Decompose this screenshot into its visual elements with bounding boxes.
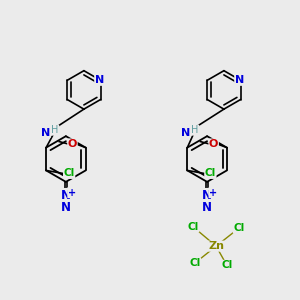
Text: Cl: Cl	[188, 222, 199, 232]
Text: N: N	[235, 75, 244, 85]
Text: N: N	[202, 189, 212, 202]
Text: H: H	[191, 125, 199, 135]
Text: Cl: Cl	[189, 258, 201, 268]
Text: H: H	[51, 125, 59, 135]
Text: Zn: Zn	[208, 241, 224, 251]
Text: Cl: Cl	[221, 260, 233, 270]
Text: +: +	[68, 188, 76, 198]
Text: +: +	[209, 188, 217, 198]
Text: N: N	[61, 201, 71, 214]
Text: Cl: Cl	[205, 168, 216, 178]
Text: N: N	[181, 128, 190, 138]
Text: O: O	[68, 139, 77, 149]
Text: O: O	[209, 139, 218, 149]
Text: N: N	[202, 201, 212, 214]
Text: N: N	[41, 128, 50, 138]
Text: N: N	[61, 189, 71, 202]
Text: Cl: Cl	[233, 223, 244, 233]
Text: Cl: Cl	[64, 168, 75, 178]
Text: N: N	[95, 75, 104, 85]
